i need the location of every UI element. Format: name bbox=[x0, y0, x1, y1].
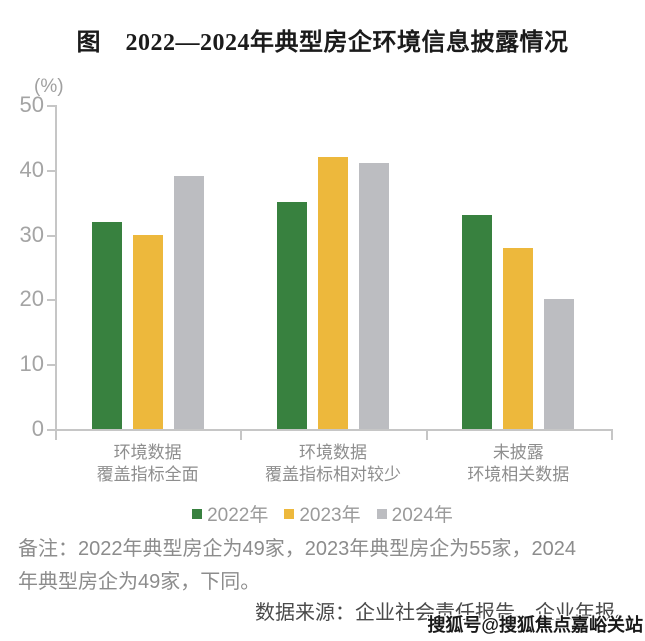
y-axis-unit-label: (%) bbox=[34, 76, 64, 97]
y-axis-tick bbox=[47, 235, 55, 237]
legend-swatch-icon bbox=[376, 508, 387, 519]
bar-2024年-未披露环境相关数据 bbox=[544, 299, 575, 429]
x-axis-tick bbox=[611, 429, 613, 440]
bar-2022年-环境数据覆盖指标相对较少 bbox=[276, 202, 307, 429]
x-axis-category-label: 环境数据覆盖指标相对较少 bbox=[240, 442, 425, 486]
legend-item: 2024年 bbox=[376, 500, 453, 527]
x-label-line: 未披露 bbox=[492, 443, 544, 462]
legend-swatch-icon bbox=[192, 508, 203, 519]
x-axis-category-label: 环境数据覆盖指标全面 bbox=[55, 442, 240, 486]
y-tick-label: 10 bbox=[19, 351, 44, 376]
y-axis-tick bbox=[47, 299, 55, 301]
y-axis-tick bbox=[47, 170, 55, 172]
x-label-line: 环境相关数据 bbox=[467, 465, 570, 484]
y-tick-label: 20 bbox=[19, 286, 44, 311]
bar-2022年-环境数据覆盖指标全面 bbox=[91, 222, 122, 429]
y-tick-label: 0 bbox=[31, 416, 44, 441]
y-axis-tick bbox=[47, 364, 55, 366]
y-axis-tick bbox=[47, 105, 55, 107]
legend-item: 2023年 bbox=[284, 500, 361, 527]
bar-2023年-环境数据覆盖指标相对较少 bbox=[317, 157, 348, 429]
x-label-line: 覆盖指标相对较少 bbox=[264, 465, 401, 484]
data-source-text: 数据来源：企业社会责任报告、企业年报。 bbox=[255, 602, 635, 624]
x-label-line: 环境数据 bbox=[113, 443, 182, 462]
bar-group bbox=[240, 105, 425, 429]
y-axis-tick bbox=[47, 429, 55, 431]
x-axis-tick bbox=[426, 429, 428, 440]
y-tick-label: 30 bbox=[19, 222, 44, 247]
legend-label: 2022年 bbox=[207, 505, 269, 526]
legend-item: 2022年 bbox=[192, 500, 268, 527]
x-axis-category-label: 未披露 环境相关数据 bbox=[426, 442, 611, 486]
bar-group bbox=[55, 105, 240, 429]
x-label-line: 覆盖指标全面 bbox=[96, 465, 199, 484]
bar-group bbox=[426, 105, 611, 429]
legend-label: 2024年 bbox=[391, 505, 453, 526]
y-axis-line bbox=[55, 105, 57, 431]
bar-2022年-未披露环境相关数据 bbox=[462, 215, 493, 429]
legend-swatch-icon bbox=[284, 508, 295, 519]
watermark: 搜狐号@搜狐焦点嘉峪关站 bbox=[427, 615, 643, 635]
x-label-line: 环境数据 bbox=[298, 443, 367, 462]
bar-2023年-未披露环境相关数据 bbox=[503, 248, 534, 429]
x-axis-line bbox=[55, 429, 613, 431]
chart-title: 图 2022—2024年典型房企环境信息披露情况 bbox=[76, 30, 569, 56]
bar-2024年-环境数据覆盖指标相对较少 bbox=[358, 163, 389, 429]
note-line: 年典型房企为49家，下同。 bbox=[18, 571, 261, 593]
y-tick-label: 40 bbox=[19, 157, 44, 182]
bar-2024年-环境数据覆盖指标全面 bbox=[173, 176, 204, 429]
legend-label: 2023年 bbox=[299, 505, 361, 526]
chart-legend: 2022年 2023年 2024年 bbox=[0, 500, 645, 527]
y-tick-label: 50 bbox=[19, 92, 44, 117]
note-line: 备注：2022年典型房企为49家，2023年典型房企为55家，2024 bbox=[18, 538, 576, 560]
note-text: 备注：2022年典型房企为49家，2023年典型房企为55家，2024 年典型房企… bbox=[18, 533, 638, 599]
x-axis-tick bbox=[240, 429, 242, 440]
bar-2023年-环境数据覆盖指标全面 bbox=[132, 235, 163, 429]
x-axis-tick bbox=[55, 429, 57, 440]
